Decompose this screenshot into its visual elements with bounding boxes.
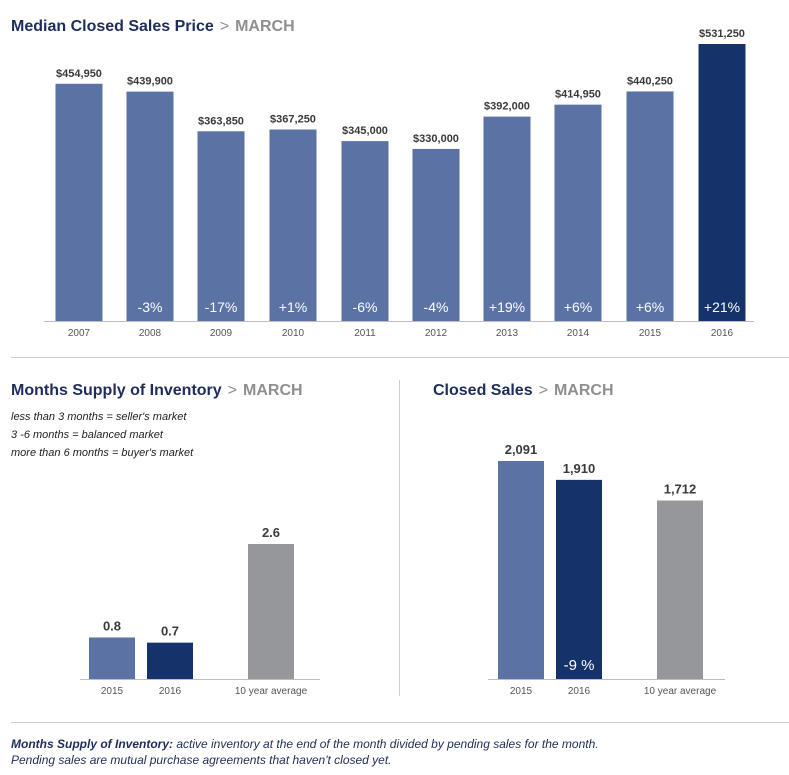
x-tick-label: 2016 (711, 328, 734, 339)
x-tick-label: 10 year average (644, 686, 717, 697)
value-label: 0.7 (161, 624, 179, 639)
bar-2014 (554, 104, 602, 321)
change-label: -17% (205, 299, 238, 315)
x-tick-label: 2014 (567, 328, 590, 339)
bar-2015 (89, 637, 135, 679)
x-tick-label: 2011 (354, 328, 376, 339)
bar-2016 (147, 642, 193, 679)
value-label: 0.8 (103, 618, 121, 633)
value-label: $330,000 (413, 133, 459, 145)
change-label: -9 % (564, 657, 595, 674)
legend-buyers-market: more than 6 months = buyer's market (11, 447, 194, 459)
x-tick-label: 2008 (139, 328, 162, 339)
bar-2012 (412, 148, 460, 321)
supply-chart-title: Months Supply of Inventory > MARCH (11, 382, 303, 400)
bar-2011 (341, 141, 389, 321)
value-label: $440,250 (627, 75, 673, 87)
bar-2016 (556, 479, 602, 679)
change-label: -3% (138, 299, 163, 315)
x-tick-label: 2009 (210, 328, 233, 339)
bar-2015 (498, 461, 544, 679)
price-title-month: MARCH (235, 18, 295, 35)
x-tick-label: 2016 (159, 686, 182, 697)
bar-2007 (55, 83, 103, 321)
x-tick-label: 2016 (568, 686, 591, 697)
legend-sellers-market: less than 3 months = seller's market (11, 411, 187, 423)
sales-chart-title: Closed Sales > MARCH (433, 382, 614, 400)
x-tick-label: 2015 (101, 686, 124, 697)
footer-divider (11, 722, 789, 723)
change-label: +19% (489, 299, 525, 315)
value-label: $367,250 (270, 114, 316, 126)
sales-title-month: MARCH (553, 382, 614, 399)
bar-2009 (197, 131, 245, 321)
value-label: 1,910 (563, 461, 596, 476)
supply-title-month: MARCH (243, 382, 303, 399)
value-label: 2.6 (262, 525, 280, 540)
value-label: $454,950 (56, 68, 102, 80)
price-title-text: Median Closed Sales Price (11, 18, 214, 35)
change-label: +6% (564, 299, 592, 315)
horizontal-divider (11, 357, 789, 358)
vertical-divider (399, 380, 400, 696)
market-legend: less than 3 months = seller's market 3 -… (11, 408, 193, 462)
bar-2015 (626, 91, 674, 321)
value-label: $345,000 (342, 125, 388, 137)
legend-balanced-market: 3 -6 months = balanced market (11, 429, 163, 441)
bar-2016 (698, 44, 746, 321)
change-label: -4% (424, 299, 449, 315)
sales-title-text: Closed Sales (433, 382, 533, 399)
change-label: +1% (279, 299, 307, 315)
bar-2008 (126, 91, 174, 321)
supply-title-text: Months Supply of Inventory (11, 382, 222, 399)
value-label: 2,091 (505, 442, 538, 457)
footnote-term: Months Supply of Inventory: (11, 737, 173, 751)
bar-2013 (483, 116, 531, 321)
value-label: $414,950 (555, 89, 601, 101)
x-tick-label: 10 year average (235, 686, 308, 697)
value-label: 1,712 (664, 482, 697, 497)
bar-2010 (269, 129, 317, 321)
change-label: -6% (353, 299, 378, 315)
x-tick-label: 2007 (68, 328, 91, 339)
price-chart-title: Median Closed Sales Price > MARCH (11, 18, 295, 36)
value-label: $439,900 (127, 76, 173, 88)
supply-title-separator: > (227, 382, 238, 399)
x-tick-label: 2013 (496, 328, 519, 339)
x-tick-label: 2015 (510, 686, 533, 697)
value-label: $363,850 (198, 115, 244, 127)
footnote: Months Supply of Inventory: active inven… (11, 736, 611, 768)
bar-10-year-average (248, 544, 294, 679)
sales-title-separator: > (538, 382, 548, 399)
bar-10-year-average (657, 500, 703, 679)
value-label: $531,250 (699, 28, 745, 40)
change-label: +6% (636, 299, 664, 315)
value-label: $392,000 (484, 101, 530, 113)
change-label: +21% (704, 299, 740, 315)
x-tick-label: 2015 (639, 328, 662, 339)
x-tick-label: 2012 (425, 328, 448, 339)
footnote-text: active inventory at the end of the month… (11, 737, 599, 767)
median-price-chart: $454,950 2007 $439,900 -3% 2008 $363,850 -17% 2… (44, 28, 754, 339)
x-tick-label: 2010 (282, 328, 305, 339)
price-title-separator: > (219, 18, 230, 35)
